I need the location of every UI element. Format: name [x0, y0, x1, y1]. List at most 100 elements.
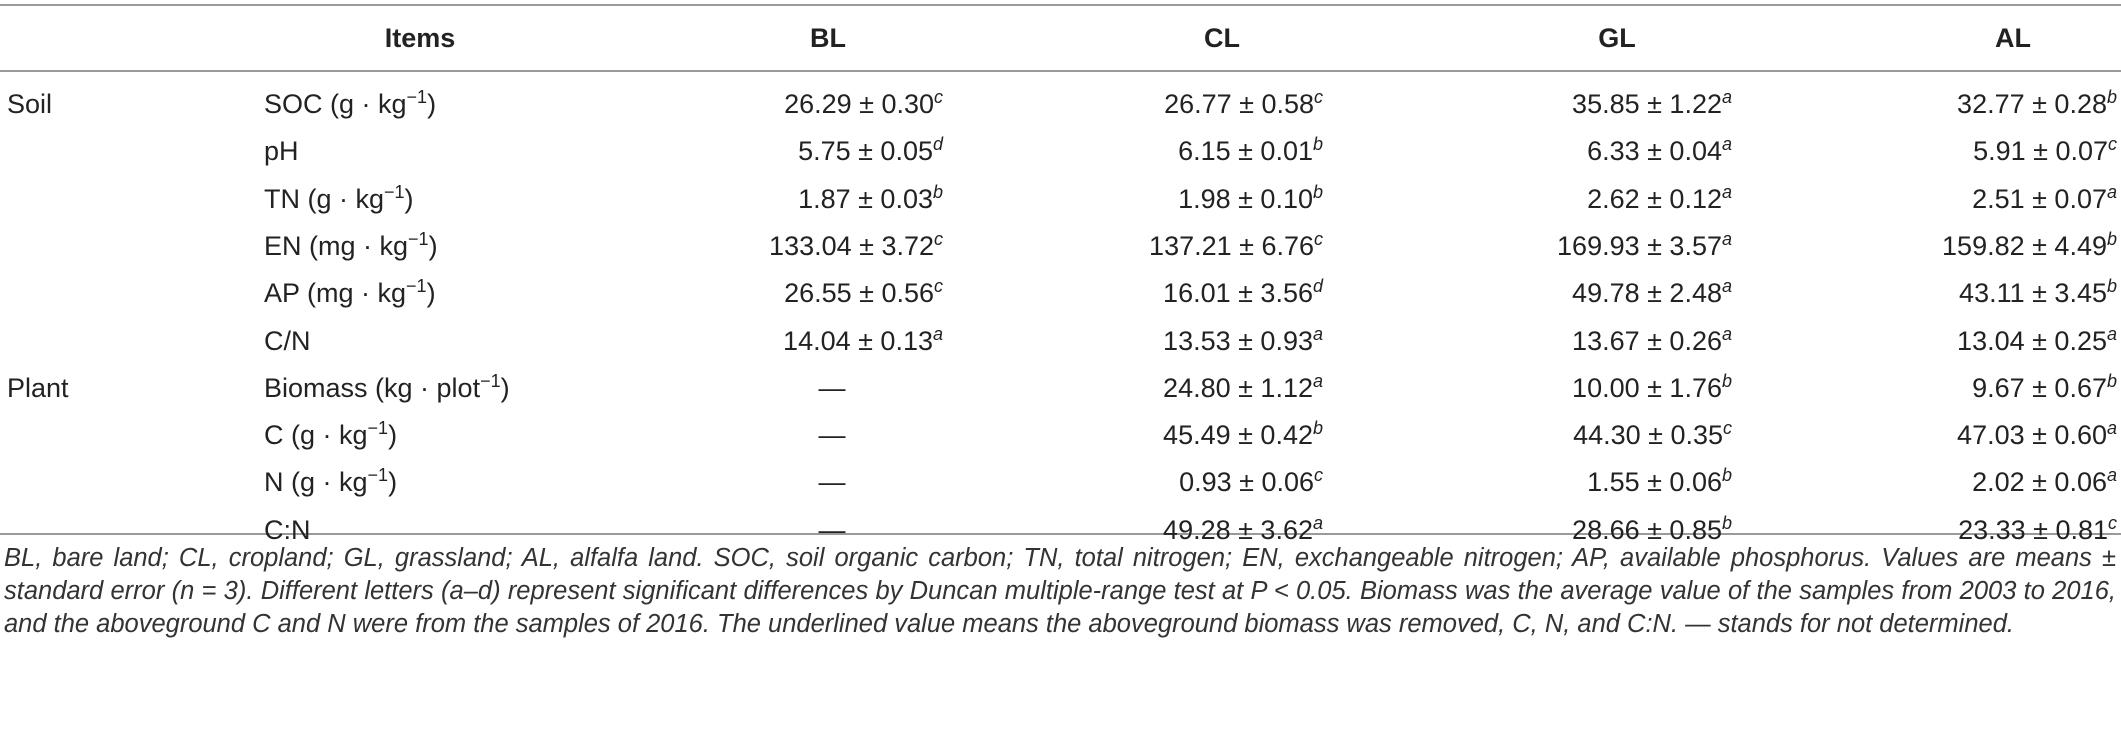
- value-cell: 13.04 ± 0.25a: [1957, 324, 2117, 358]
- value-text: 23.33 ± 0.81: [1958, 514, 2108, 545]
- top-rule: [0, 4, 2121, 6]
- row-item: AP (mg · kg−1): [264, 276, 436, 310]
- value-text: 1.87 ± 0.03: [798, 183, 933, 214]
- significance-letter: b: [2106, 228, 2117, 249]
- value-cell: 44.30 ± 0.35c: [1573, 418, 1732, 452]
- significance-letter: b: [932, 181, 943, 202]
- value-cell: 2.62 ± 0.12a: [1587, 182, 1732, 216]
- value-cell: 1.55 ± 0.06b: [1587, 465, 1732, 499]
- significance-letter: a: [1721, 276, 1732, 297]
- value-text: 1.55 ± 0.06: [1587, 467, 1722, 498]
- significance-letter: a: [2106, 465, 2117, 486]
- significance-letter: b: [1312, 134, 1323, 155]
- row-group: Plant: [7, 372, 69, 403]
- column-header: AL: [1995, 23, 2031, 53]
- row-item: TN (g · kg−1): [264, 182, 414, 216]
- value-text: 35.85 ± 1.22: [1572, 89, 1722, 119]
- significance-letter: a: [1721, 228, 1732, 249]
- item-text: TN (g · kg: [264, 183, 385, 214]
- value-text: 13.67 ± 0.26: [1572, 325, 1722, 356]
- significance-letter: c: [2108, 134, 2117, 155]
- value-cell: 2.51 ± 0.07a: [1972, 182, 2117, 216]
- value-text: 49.78 ± 2.48: [1572, 278, 1722, 309]
- value-cell: 2.02 ± 0.06a: [1972, 465, 2117, 499]
- column-header: CL: [1204, 23, 1240, 53]
- value-text: 1.98 ± 0.10: [1178, 183, 1313, 214]
- value-text: 24.80 ± 1.12: [1163, 372, 1313, 403]
- value-cell: 133.04 ± 3.72c: [769, 229, 943, 263]
- value-text: 47.03 ± 0.60: [1957, 420, 2107, 451]
- significance-letter: a: [1312, 370, 1323, 391]
- item-text: EN (mg · kg: [264, 230, 409, 261]
- significance-letter: c: [934, 87, 943, 107]
- significance-letter: a: [2106, 323, 2117, 344]
- value-text: 16.01 ± 3.56: [1163, 278, 1313, 309]
- item-text: N (g · kg: [264, 467, 368, 498]
- item-text: C (g · kg: [264, 420, 368, 451]
- value-cell: 159.82 ± 4.49b: [1942, 229, 2117, 263]
- significance-letter: b: [1312, 418, 1323, 439]
- significance-letter: b: [1721, 465, 1732, 486]
- row-item: Biomass (kg · plot−1): [264, 371, 510, 405]
- significance-letter: a: [932, 323, 943, 344]
- row-item: EN (mg · kg−1): [264, 229, 438, 263]
- footnote: BL, bare land; CL, cropland; GL, grassla…: [4, 544, 2116, 638]
- item-text: SOC (g · kg: [264, 89, 407, 119]
- value-text: 49.28 ± 3.62: [1163, 514, 1313, 545]
- value-text: 26.29 ± 0.30: [784, 89, 934, 119]
- value-cell: 13.67 ± 0.26a: [1572, 324, 1732, 358]
- value-text: 28.66 ± 0.85: [1572, 514, 1722, 545]
- value-text: —: [818, 514, 846, 545]
- value-cell: 26.77 ± 0.58c: [1164, 87, 1323, 121]
- row-item: C:N: [264, 513, 311, 547]
- item-unit-exponent: −1: [367, 418, 389, 439]
- value-cell: 169.93 ± 3.57a: [1557, 229, 1732, 263]
- column-header: GL: [1598, 23, 1636, 53]
- item-text: AP (mg · kg: [264, 278, 407, 309]
- significance-letter: c: [1723, 418, 1732, 439]
- item-unit-exponent: −1: [480, 370, 501, 391]
- significance-letter: b: [1721, 512, 1732, 533]
- value-text: 137.21 ± 6.76: [1149, 230, 1314, 261]
- value-text: 43.11 ± 3.45: [1959, 278, 2107, 309]
- value-cell: 28.66 ± 0.85b: [1572, 513, 1732, 547]
- value-text: 5.75 ± 0.05: [798, 136, 933, 167]
- item-text: pH: [264, 136, 299, 167]
- significance-letter: c: [934, 276, 943, 297]
- item-text-end: ): [428, 230, 438, 261]
- value-text: 45.49 ± 0.42: [1163, 420, 1313, 451]
- significance-letter: c: [934, 228, 943, 249]
- value-text: 10.00 ± 1.76: [1572, 372, 1722, 403]
- significance-letter: c: [1314, 228, 1323, 249]
- value-text: 14.04 ± 0.13: [783, 325, 933, 356]
- significance-letter: a: [1312, 323, 1323, 344]
- item-unit-exponent: −1: [406, 87, 428, 107]
- significance-letter: b: [2106, 276, 2117, 297]
- value-text: 9.67 ± 0.67: [1972, 372, 2107, 403]
- value-cell: 49.28 ± 3.62a: [1163, 513, 1323, 547]
- value-cell: 26.55 ± 0.56c: [784, 276, 943, 310]
- significance-letter: d: [932, 134, 943, 155]
- item-text: Biomass (kg · plot: [264, 372, 481, 403]
- item-text-end: ): [426, 278, 436, 309]
- row-item: pH: [264, 134, 299, 168]
- value-cell: 137.21 ± 6.76c: [1149, 229, 1323, 263]
- significance-letter: b: [1721, 370, 1732, 391]
- value-cell: 24.80 ± 1.12a: [1163, 371, 1323, 405]
- item-unit-exponent: −1: [367, 465, 389, 486]
- value-text: 169.93 ± 3.57: [1557, 230, 1722, 261]
- value-text: 44.30 ± 0.35: [1573, 420, 1723, 451]
- significance-letter: c: [2108, 512, 2117, 533]
- value-cell: 13.53 ± 0.93a: [1163, 324, 1323, 358]
- significance-letter: a: [1721, 323, 1732, 344]
- column-header: Items: [384, 23, 456, 53]
- item-text-end: ): [388, 420, 398, 451]
- significance-letter: b: [2106, 370, 2117, 391]
- significance-letter: c: [1314, 87, 1323, 107]
- value-text: —: [818, 467, 846, 498]
- value-cell: 5.91 ± 0.07c: [1973, 134, 2117, 168]
- value-cell: 16.01 ± 3.56d: [1163, 276, 1323, 310]
- value-cell: 1.87 ± 0.03b: [798, 182, 943, 216]
- bottom-rule: [0, 533, 2121, 535]
